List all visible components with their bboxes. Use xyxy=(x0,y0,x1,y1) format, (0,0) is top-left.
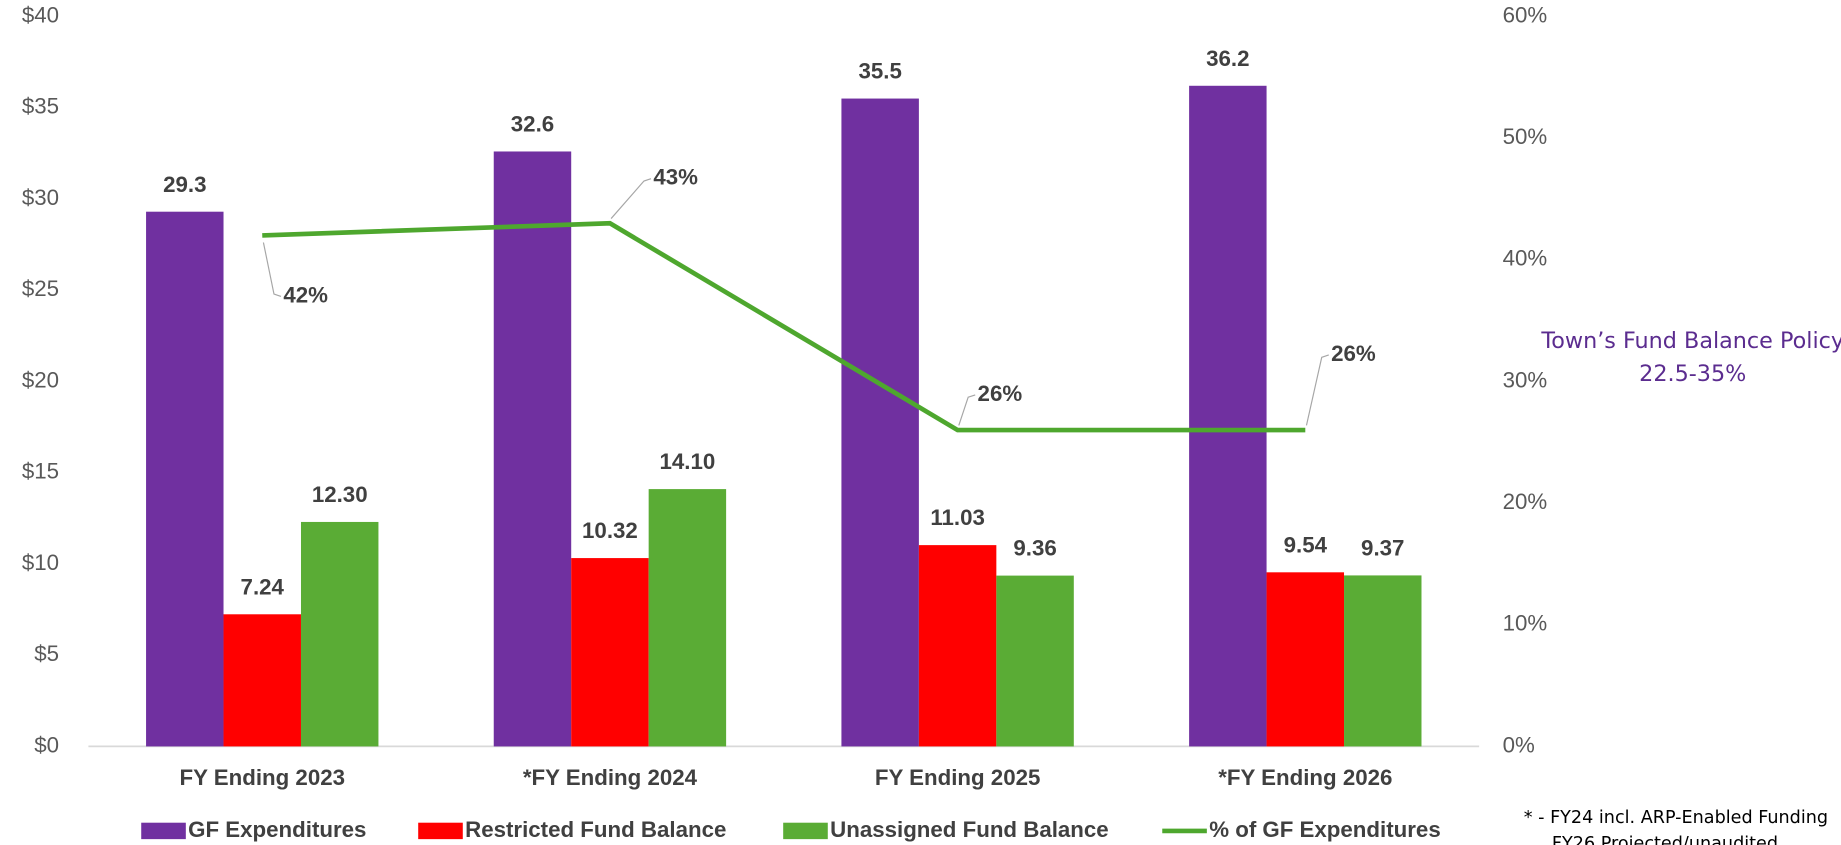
data-label: 29.3 xyxy=(163,172,206,197)
y-tick-label: $35 xyxy=(22,94,59,119)
bar xyxy=(841,98,919,747)
bar xyxy=(918,545,997,747)
x-tick-label: FY Ending 2023 xyxy=(179,765,345,790)
y-tick-label: $0 xyxy=(34,732,59,757)
y-tick-label: $20 xyxy=(22,367,59,392)
y2-tick-label: 40% xyxy=(1503,246,1548,271)
bar xyxy=(300,521,379,747)
x-tick-label: *FY Ending 2024 xyxy=(523,765,698,790)
data-label: 9.37 xyxy=(1361,535,1404,560)
line xyxy=(262,220,1306,433)
legend-label: GF Expenditures xyxy=(188,817,366,842)
bar xyxy=(493,151,572,747)
legend-label: Restricted Fund Balance xyxy=(465,817,726,842)
data-label: 9.36 xyxy=(1013,536,1056,561)
y-tick-label: $15 xyxy=(22,459,59,484)
bar xyxy=(1344,575,1422,747)
data-label: 32.6 xyxy=(511,112,554,137)
data-label: 26% xyxy=(1331,341,1376,366)
y2-tick-label: 20% xyxy=(1503,489,1548,514)
leader-line xyxy=(958,394,976,426)
bar xyxy=(648,489,727,747)
y2-tick-label: 0% xyxy=(1503,732,1535,757)
legend-swatch xyxy=(418,822,463,840)
data-label: 26% xyxy=(978,381,1023,406)
bar xyxy=(1189,85,1267,747)
leader-line xyxy=(262,242,282,298)
data-label: 7.24 xyxy=(241,574,285,599)
bar xyxy=(571,558,649,747)
data-label: 35.5 xyxy=(858,59,901,84)
data-label: 42% xyxy=(283,282,328,307)
y2-tick-label: 60% xyxy=(1503,2,1548,27)
x-tick-label: FY Ending 2025 xyxy=(875,765,1041,790)
data-label: 12.30 xyxy=(312,482,368,507)
y2-tick-label: 30% xyxy=(1503,367,1548,392)
data-label: 9.54 xyxy=(1284,532,1328,557)
data-label: 10.32 xyxy=(582,518,638,543)
data-label: 14.10 xyxy=(660,449,716,474)
y2-tick-label: 50% xyxy=(1503,124,1548,149)
y-tick-label: $30 xyxy=(22,185,59,210)
y-tick-label: $40 xyxy=(22,2,59,27)
legend-swatch xyxy=(783,822,828,840)
annotation: 22.5-35% xyxy=(1639,361,1746,387)
bar xyxy=(996,575,1074,747)
y-tick-label: $10 xyxy=(22,550,59,575)
footnote: FY26 Projected/unaudited xyxy=(1552,834,1778,845)
bar xyxy=(1266,572,1345,747)
legend-label: Unassigned Fund Balance xyxy=(830,817,1109,842)
data-label: 11.03 xyxy=(930,505,985,530)
x-tick-label: *FY Ending 2026 xyxy=(1218,765,1392,790)
y2-tick-label: 10% xyxy=(1503,611,1548,636)
bar xyxy=(146,211,224,747)
y-tick-label: $5 xyxy=(34,641,59,666)
leader-line xyxy=(1305,354,1329,426)
legend-swatch xyxy=(141,822,186,840)
annotation: Town’s Fund Balance Policy xyxy=(1540,328,1841,354)
leader-line xyxy=(610,178,652,219)
data-label: 43% xyxy=(653,165,698,190)
footnote: * - FY24 incl. ARP-Enabled Funding xyxy=(1524,808,1828,828)
bar xyxy=(223,614,301,747)
y-tick-label: $25 xyxy=(22,276,59,301)
data-label: 36.2 xyxy=(1206,46,1249,71)
legend-label: % of GF Expenditures xyxy=(1209,817,1441,842)
